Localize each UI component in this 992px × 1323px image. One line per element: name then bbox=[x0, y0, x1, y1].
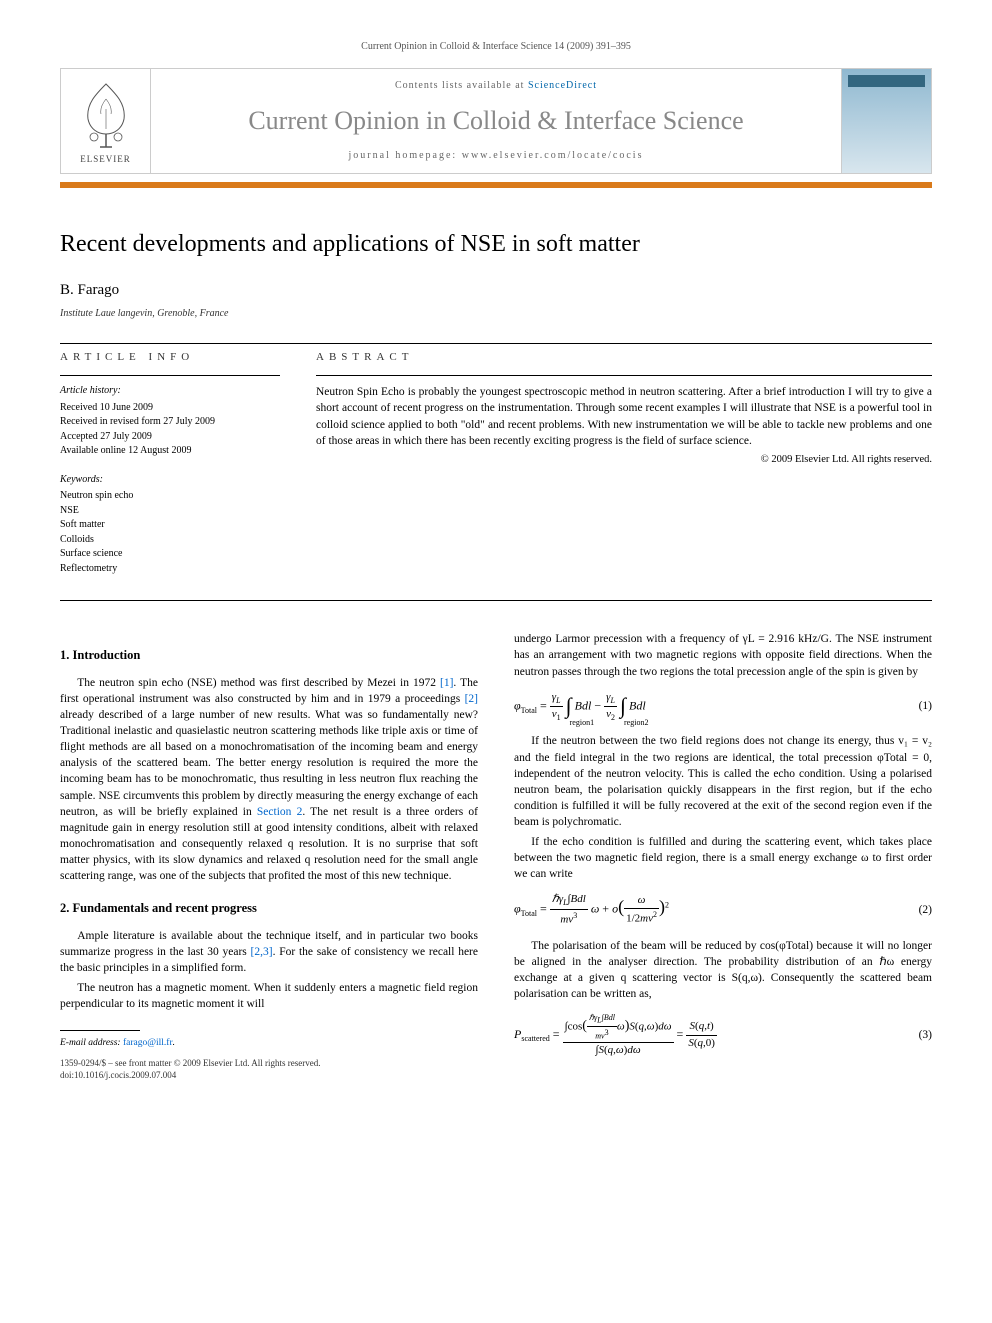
keyword: NSE bbox=[60, 504, 280, 519]
equation-2: φTotal = ℏγL∫Bdlmv3 ω + o(ω1/2mv2)2 (2) bbox=[514, 892, 932, 927]
equation-number: (2) bbox=[919, 902, 932, 918]
intro-paragraph: The neutron spin echo (NSE) method was f… bbox=[60, 675, 478, 884]
journal-title: Current Opinion in Colloid & Interface S… bbox=[159, 103, 833, 139]
equation-1: φTotal = γLv1 ∫region1 Bdl − γLv2 ∫regio… bbox=[514, 690, 932, 724]
section-heading-2: 2. Fundamentals and recent progress bbox=[60, 900, 478, 918]
email-footnote: E-mail address: farago@ill.fr. bbox=[60, 1037, 478, 1050]
keyword: Neutron spin echo bbox=[60, 489, 280, 504]
body-column-left: 1. Introduction The neutron spin echo (N… bbox=[60, 631, 478, 1081]
elsevier-tree-icon bbox=[76, 79, 136, 149]
email-label: E-mail address: bbox=[60, 1038, 123, 1048]
homepage-prefix: journal homepage: bbox=[349, 150, 462, 161]
citation-link[interactable]: [2,3] bbox=[251, 946, 273, 958]
equation-number: (1) bbox=[919, 698, 932, 714]
text-span: already described of a large number of n… bbox=[60, 709, 478, 818]
article-history-block: Article history: Received 10 June 2009 R… bbox=[60, 375, 280, 459]
sciencedirect-link[interactable]: ScienceDirect bbox=[528, 80, 597, 91]
author-name: B. Farago bbox=[60, 280, 932, 301]
fundamentals-paragraph-2: The neutron has a magnetic moment. When … bbox=[60, 980, 478, 1012]
keyword: Soft matter bbox=[60, 518, 280, 533]
issn-line: 1359-0294/$ – see front matter © 2009 El… bbox=[60, 1058, 478, 1070]
publisher-name: ELSEVIER bbox=[80, 153, 131, 166]
abstract-text: Neutron Spin Echo is probably the younge… bbox=[316, 375, 932, 448]
section-link[interactable]: Section 2 bbox=[257, 806, 302, 818]
keywords-header: Keywords: bbox=[60, 473, 280, 488]
abstract-copyright: © 2009 Elsevier Ltd. All rights reserved… bbox=[316, 453, 932, 468]
history-line: Accepted 27 July 2009 bbox=[60, 430, 280, 445]
author-affiliation: Institute Laue langevin, Grenoble, Franc… bbox=[60, 307, 932, 321]
equation-number: (3) bbox=[919, 1027, 932, 1043]
history-header: Article history: bbox=[60, 384, 280, 399]
article-title: Recent developments and applications of … bbox=[60, 228, 932, 262]
right-paragraph-1: undergo Larmor precession with a frequen… bbox=[514, 631, 932, 679]
orange-divider-bar bbox=[60, 182, 932, 188]
right-paragraph-3: If the echo condition is fulfilled and d… bbox=[514, 834, 932, 882]
article-info-label: ARTICLE INFO bbox=[60, 350, 280, 365]
section-heading-1: 1. Introduction bbox=[60, 647, 478, 665]
history-line: Received in revised form 27 July 2009 bbox=[60, 415, 280, 430]
keyword: Colloids bbox=[60, 533, 280, 548]
email-link[interactable]: farago@ill.fr bbox=[123, 1038, 173, 1048]
right-paragraph-2: If the neutron between the two field reg… bbox=[514, 733, 932, 830]
citation-link[interactable]: [1] bbox=[440, 677, 453, 689]
journal-masthead: ELSEVIER Contents lists available at Sci… bbox=[60, 68, 932, 174]
doi-line: doi:10.1016/j.cocis.2009.07.004 bbox=[60, 1070, 478, 1082]
contents-available-line: Contents lists available at ScienceDirec… bbox=[159, 79, 833, 93]
right-paragraph-4: The polarisation of the beam will be red… bbox=[514, 938, 932, 1002]
keyword: Reflectometry bbox=[60, 562, 280, 577]
top-rule bbox=[60, 343, 932, 344]
citation-link[interactable]: [2] bbox=[465, 693, 478, 705]
fundamentals-paragraph-1: Ample literature is available about the … bbox=[60, 928, 478, 976]
journal-cover-thumbnail bbox=[841, 69, 931, 173]
mid-rule bbox=[60, 600, 932, 601]
keywords-block: Keywords: Neutron spin echo NSE Soft mat… bbox=[60, 473, 280, 577]
history-line: Received 10 June 2009 bbox=[60, 401, 280, 416]
body-column-right: undergo Larmor precession with a frequen… bbox=[514, 631, 932, 1081]
footnote-separator bbox=[60, 1030, 140, 1031]
contents-prefix: Contents lists available at bbox=[395, 80, 528, 91]
publisher-logo-block: ELSEVIER bbox=[61, 69, 151, 173]
text-span: The neutron spin echo (NSE) method was f… bbox=[77, 677, 440, 689]
history-line: Available online 12 August 2009 bbox=[60, 444, 280, 459]
keyword: Surface science bbox=[60, 547, 280, 562]
homepage-url: www.elsevier.com/locate/cocis bbox=[462, 150, 644, 161]
equation-3: Pscattered = ∫cos(ℏγL∫Bdlmv3ω)S(q,ω)dω ∫… bbox=[514, 1012, 932, 1058]
running-header: Current Opinion in Colloid & Interface S… bbox=[60, 40, 932, 54]
journal-homepage-line: journal homepage: www.elsevier.com/locat… bbox=[159, 149, 833, 163]
abstract-label: ABSTRACT bbox=[316, 350, 932, 365]
